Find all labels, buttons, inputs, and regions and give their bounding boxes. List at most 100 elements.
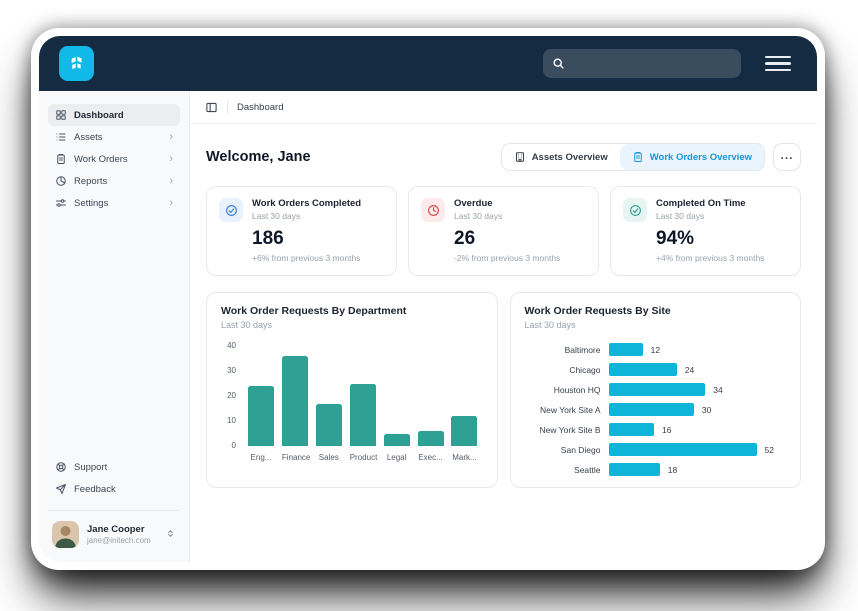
site-label: San Diego xyxy=(560,444,601,455)
stat-value: 186 xyxy=(252,228,284,249)
bar-Chicago xyxy=(608,363,677,376)
charts-row: Work Order Requests By Department Last 3… xyxy=(206,292,801,488)
bar-Mark... xyxy=(451,416,478,446)
bar-value-label: 18 xyxy=(667,464,678,475)
chart-subtitle: Last 30 days xyxy=(221,320,273,330)
sidebar-item-work-orders[interactable]: Work Orders › xyxy=(48,148,180,170)
grid-icon xyxy=(55,109,67,121)
site-row-Seattle: Seattle 18 xyxy=(525,463,787,476)
building-icon xyxy=(514,151,526,163)
breadcrumb-label: Dashboard xyxy=(237,101,284,113)
x-axis-label: Eng... xyxy=(250,453,272,462)
stats-row: Work Orders Completed Last 30 days 186 +… xyxy=(206,186,801,276)
check-circle-icon xyxy=(219,198,243,222)
y-axis-tick: 0 xyxy=(231,440,236,450)
site-label: Seattle xyxy=(574,464,601,475)
tab-label: Assets Overview xyxy=(531,151,608,163)
site-row-Houston HQ: Houston HQ 34 xyxy=(525,383,787,396)
chart-card-site: Work Order Requests By Site Last 30 days… xyxy=(509,292,801,488)
bar-Eng... xyxy=(248,386,274,446)
bar-San Diego xyxy=(608,443,757,456)
bar-Product xyxy=(349,383,376,446)
search-bar xyxy=(543,49,741,78)
site-row-Baltimore: Baltimore 12 xyxy=(525,343,787,356)
x-axis-label: Mark... xyxy=(452,453,477,462)
more-options-button[interactable]: ... xyxy=(773,143,801,171)
avatar xyxy=(52,521,79,548)
sidebar-item-feedback[interactable]: Feedback xyxy=(48,478,180,500)
stat-card-overdue: Overdue Last 30 days 26 -2% from previou… xyxy=(408,186,599,276)
y-axis-tick: 10 xyxy=(227,415,236,425)
page-title: Welcome, Jane xyxy=(206,149,311,165)
stat-period: Last 30 days xyxy=(656,211,705,221)
chevron-right-icon: › xyxy=(169,130,173,143)
bar-value-label: 16 xyxy=(662,424,672,435)
site-label: New York Site A xyxy=(540,404,601,415)
site-label: Baltimore xyxy=(564,344,601,355)
lifebuoy-icon xyxy=(55,461,67,473)
stat-period: Last 30 days xyxy=(454,211,503,221)
sidebar-item-label: Support xyxy=(74,461,108,473)
bar-Finance xyxy=(281,356,308,446)
x-axis-label: Sales xyxy=(318,453,339,462)
y-axis: 0 10 20 30 40 xyxy=(221,341,243,450)
bar-New York Site B xyxy=(608,423,655,436)
bars-area xyxy=(243,346,483,446)
chart-card-department: Work Order Requests By Department Last 3… xyxy=(206,292,498,488)
chevron-right-icon: › xyxy=(169,152,173,165)
x-axis-label: Exec... xyxy=(418,453,443,462)
bar-value-label: 52 xyxy=(764,444,774,455)
bar-Baltimore xyxy=(608,343,643,356)
clipboard-icon xyxy=(55,153,67,165)
site-label: Chicago xyxy=(569,364,601,375)
sidebar-toggle-icon[interactable] xyxy=(205,101,218,114)
bar-value-label: 24 xyxy=(684,364,695,375)
x-axis-label: Legal xyxy=(386,453,407,462)
search-input[interactable] xyxy=(572,57,732,70)
site-row-New York Site A: New York Site A 30 xyxy=(525,403,787,416)
tab-label: Work Orders Overview xyxy=(649,151,752,163)
chart-title: Work Order Requests By Department xyxy=(221,305,407,317)
tab-assets-overview[interactable]: Assets Overview xyxy=(502,144,620,170)
profile-name: Jane Cooper xyxy=(87,524,145,535)
sidebar-item-label: Assets xyxy=(74,131,103,143)
chevron-right-icon: › xyxy=(169,196,173,209)
profile-email: jane@initech.com xyxy=(87,536,151,545)
site-label: Houston HQ xyxy=(553,384,601,395)
sidebar-item-settings[interactable]: Settings › xyxy=(48,192,180,214)
stat-value: 26 xyxy=(454,228,476,249)
breadcrumb: Dashboard xyxy=(190,91,817,124)
sidebar-item-label: Work Orders xyxy=(74,153,128,165)
stat-title: Work Orders Completed xyxy=(252,198,362,209)
site-row-Chicago: Chicago 24 xyxy=(525,363,787,376)
sidebar-item-label: Reports xyxy=(74,175,108,187)
y-axis-tick: 30 xyxy=(227,365,236,375)
profile-menu[interactable]: Jane Cooper jane@initech.com xyxy=(48,510,180,550)
sidebar-item-support[interactable]: Support xyxy=(48,456,180,478)
bar-value-label: 30 xyxy=(701,404,712,415)
bar-Houston HQ xyxy=(608,383,706,396)
sidebar-item-dashboard[interactable]: Dashboard xyxy=(48,104,180,126)
stat-delta: -2% from previous 3 months xyxy=(454,253,561,263)
overview-tab-group: Assets Overview Work O xyxy=(500,143,765,171)
bar-value-label: 12 xyxy=(650,344,661,355)
search-icon xyxy=(552,57,565,70)
x-axis-labels: Eng... Finance Sales Product Legal Exec... Mar… xyxy=(243,453,483,462)
hamburger-menu-icon[interactable] xyxy=(765,55,791,72)
sidebar-item-reports[interactable]: Reports › xyxy=(48,170,180,192)
chevron-up-down-icon xyxy=(165,526,176,544)
sidebar: Dashboard Assets › xyxy=(39,91,190,562)
logo-icon xyxy=(66,53,87,74)
department-bar-chart: 0 10 20 30 40 Eng... Finance Sales Product Legal… xyxy=(221,341,483,462)
bar-Seattle xyxy=(608,463,660,476)
tab-work-orders-overview[interactable]: Work Orders Overview xyxy=(619,144,764,170)
app-window: Dashboard Assets › xyxy=(31,28,825,570)
bar-Exec... xyxy=(417,431,444,446)
stat-title: Completed On Time xyxy=(656,198,746,209)
sidebar-item-assets[interactable]: Assets › xyxy=(48,126,180,148)
stat-delta: +6% from previous 3 months xyxy=(252,253,361,263)
top-navbar xyxy=(39,36,817,91)
bar-Legal xyxy=(383,433,410,446)
app-logo[interactable] xyxy=(59,46,94,81)
sidebar-item-label: Settings xyxy=(74,197,109,209)
